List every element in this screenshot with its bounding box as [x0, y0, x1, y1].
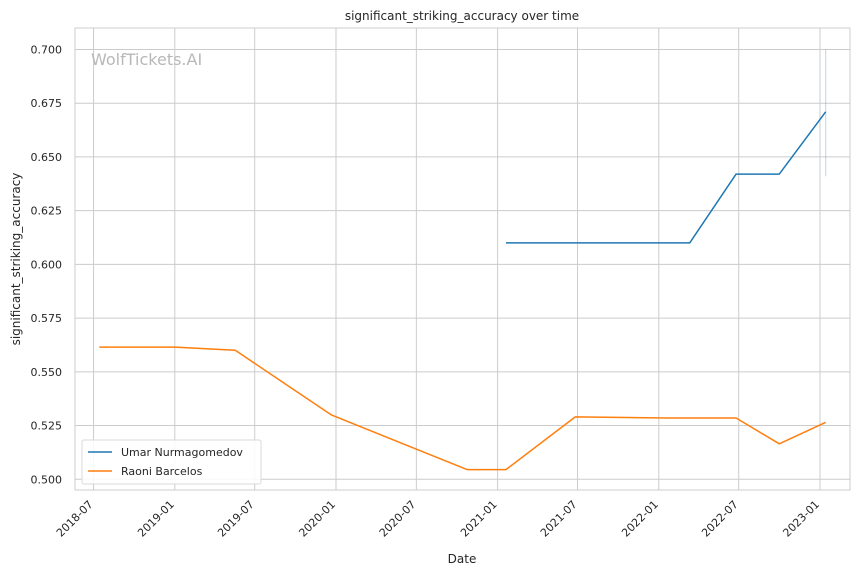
x-tick-label: 2022-07: [699, 498, 741, 540]
y-tick-label: 0.525: [31, 420, 63, 433]
y-tick-label: 0.575: [31, 312, 63, 325]
x-tick-label: 2020-07: [377, 498, 419, 540]
series-line-raoni-barcelos: [99, 346, 827, 471]
x-tick-label: 2023-01: [780, 498, 822, 540]
x-tick-label: 2020-01: [296, 498, 338, 540]
x-tick-label: 2019-01: [135, 498, 177, 540]
y-tick-label: 0.650: [31, 151, 63, 164]
x-axis-label: Date: [448, 552, 477, 566]
x-tick-labels: 2018-07 2019-01 2019-07 2020-01 2020-07 2021-…: [54, 498, 822, 540]
y-tick-labels: 0.500 0.525 0.550 0.575 0.600 0.625 0.650 0.675…: [31, 43, 63, 486]
chart-title: significant_striking_accuracy over time: [345, 9, 579, 23]
series-lines: [99, 111, 827, 471]
plot-background: [75, 28, 850, 490]
y-axis-label: significant_striking_accuracy: [9, 173, 23, 346]
legend-label-umar-nurmagomedov: Umar Nurmagomedov: [121, 446, 243, 459]
y-tick-label: 0.550: [31, 366, 63, 379]
x-tick-label: 2018-07: [54, 498, 96, 540]
x-tick-label: 2021-07: [538, 498, 580, 540]
y-tick-label: 0.625: [31, 205, 63, 218]
legend-label-raoni-barcelos: Raoni Barcelos: [121, 465, 203, 478]
watermark: WolfTickets.AI: [91, 50, 202, 69]
legend-box: [81, 439, 262, 485]
plot-frame: [74, 27, 851, 491]
x-tick-label: 2019-07: [215, 498, 257, 540]
x-tick-label: 2021-01: [458, 498, 500, 540]
legend: Umar Nurmagomedov Raoni Barcelos: [81, 439, 262, 485]
y-tick-label: 0.600: [31, 258, 63, 271]
y-tick-label: 0.675: [31, 97, 63, 110]
x-tick-label: 2022-01: [619, 498, 661, 540]
series-line-umar-nurmagomedov: [506, 111, 827, 244]
y-tick-label: 0.500: [31, 473, 63, 486]
y-tick-label: 0.700: [31, 43, 63, 56]
